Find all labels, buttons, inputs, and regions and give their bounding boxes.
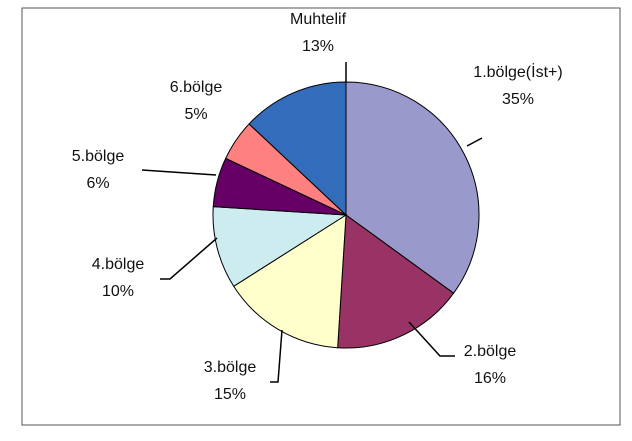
value-label: 10% [102, 283, 134, 300]
category-label: Muhtelif [290, 11, 347, 28]
leader-line [160, 237, 218, 280]
pie-slice [248, 81, 347, 217]
pie-slice [337, 214, 455, 349]
pie-slice [212, 206, 348, 287]
category-label: 1.bölge(İst+) [473, 62, 562, 81]
category-label: 5.bölge [72, 148, 125, 165]
category-label: 6.bölge [170, 79, 223, 96]
value-label: 16% [474, 370, 506, 387]
value-label: 35% [502, 91, 534, 108]
leader-line [466, 137, 483, 147]
leader-line [141, 169, 217, 176]
pie-slice [345, 81, 480, 294]
pie-slice [233, 214, 347, 349]
value-label: 13% [302, 38, 334, 55]
leader-line [270, 329, 283, 383]
category-label: 4.bölge [92, 256, 145, 273]
value-label: 6% [86, 175, 109, 192]
category-label: 3.bölge [204, 359, 257, 376]
value-label: 5% [184, 106, 207, 123]
category-label: 2.bölge [464, 343, 517, 360]
value-label: 15% [214, 386, 246, 403]
leader-line [408, 321, 455, 357]
